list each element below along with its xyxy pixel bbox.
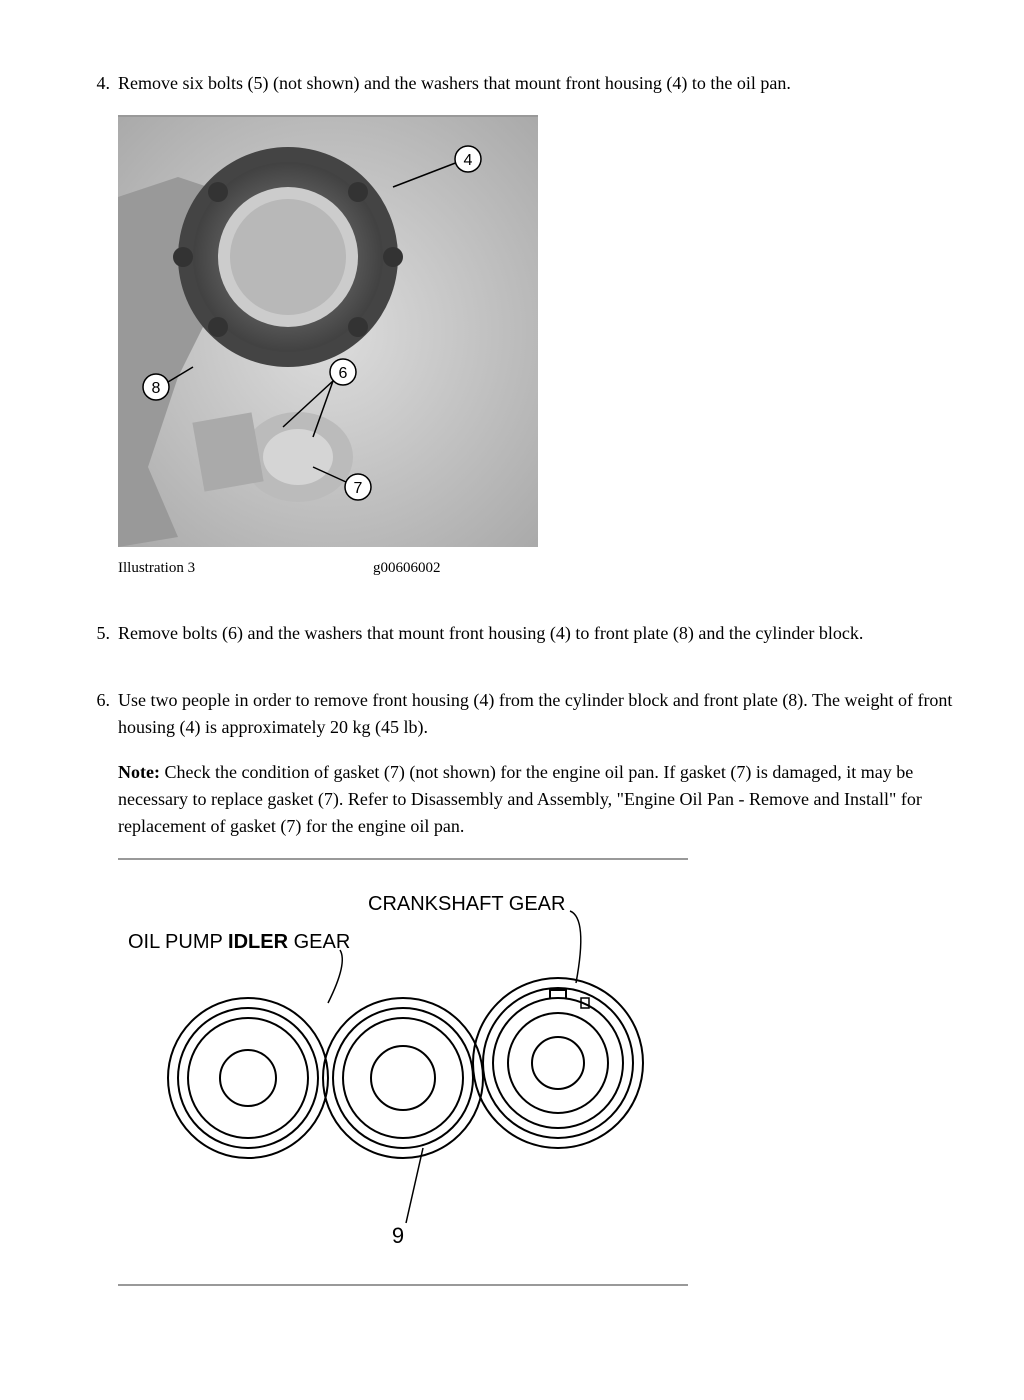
step-6-text: Use two people in order to remove front … bbox=[118, 687, 974, 741]
illustration-3: 4 8 6 7 bbox=[118, 115, 538, 547]
step-5-number: 5. bbox=[90, 620, 118, 665]
callout-8-label: 8 bbox=[152, 380, 161, 397]
callout-9: 9 bbox=[392, 1223, 404, 1248]
step-4-number: 4. bbox=[90, 70, 118, 598]
callout-6-label: 6 bbox=[339, 365, 348, 382]
gear-3 bbox=[473, 978, 643, 1148]
step-6-content: Use two people in order to remove front … bbox=[118, 687, 974, 1286]
illustration-3-label: Illustration 3 bbox=[118, 557, 283, 580]
step-6: 6. Use two people in order to remove fro… bbox=[90, 687, 974, 1286]
illustration-3-caption: Illustration 3 g00606002 bbox=[118, 557, 538, 580]
step-6-note: Note: Check the condition of gasket (7) … bbox=[118, 759, 974, 840]
gear-diagram: CRANKSHAFT GEAR OIL PUMP IDLER GEAR bbox=[118, 858, 688, 1286]
gear-1 bbox=[168, 998, 328, 1158]
step-5-content: Remove bolts (6) and the washers that mo… bbox=[118, 620, 974, 665]
callout-4-label: 4 bbox=[464, 152, 473, 169]
step-4: 4. Remove six bolts (5) (not shown) and … bbox=[90, 70, 974, 598]
note-text: Check the condition of gasket (7) (not s… bbox=[118, 762, 922, 836]
gear-diagram-svg: CRANKSHAFT GEAR OIL PUMP IDLER GEAR bbox=[118, 888, 688, 1248]
step-4-text: Remove six bolts (5) (not shown) and the… bbox=[118, 70, 974, 97]
callout-7-label: 7 bbox=[354, 480, 363, 497]
illustration-3-svg: 4 8 6 7 bbox=[118, 117, 538, 547]
gear-2 bbox=[323, 998, 483, 1158]
step-4-content: Remove six bolts (5) (not shown) and the… bbox=[118, 70, 974, 598]
idler-gear-label: OIL PUMP IDLER GEAR bbox=[128, 931, 350, 953]
step-5-text: Remove bolts (6) and the washers that mo… bbox=[118, 620, 974, 647]
step-6-number: 6. bbox=[90, 687, 118, 1286]
step-5: 5. Remove bolts (6) and the washers that… bbox=[90, 620, 974, 665]
illustration-3-code: g00606002 bbox=[283, 557, 538, 580]
crankshaft-gear-label: CRANKSHAFT GEAR bbox=[368, 893, 565, 915]
note-label: Note: bbox=[118, 762, 160, 782]
